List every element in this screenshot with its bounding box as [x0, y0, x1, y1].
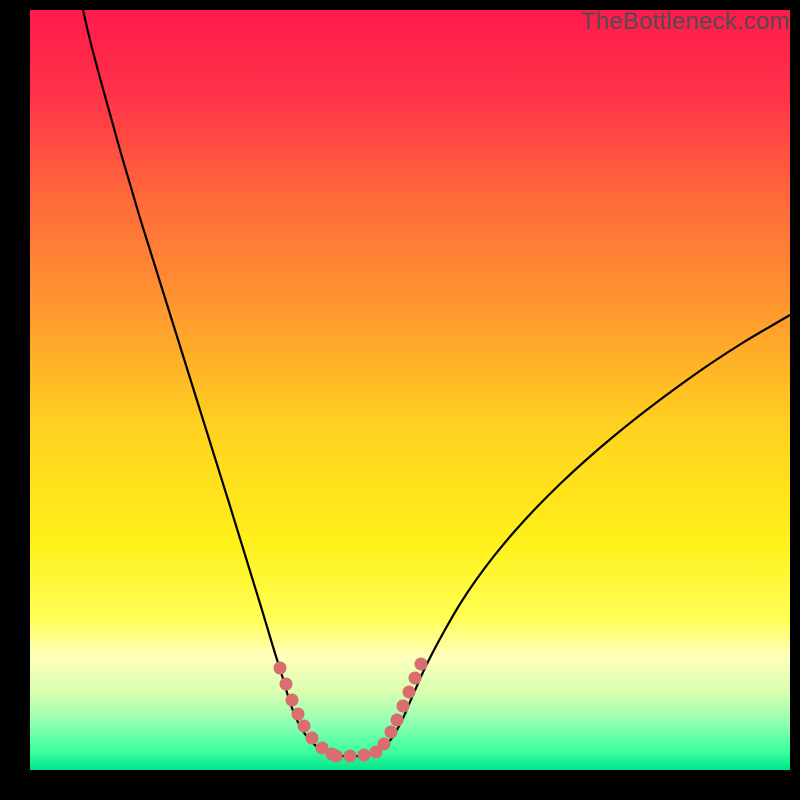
accent-dot [292, 708, 305, 721]
curve-layer [30, 10, 790, 770]
accent-dot [274, 662, 287, 675]
curve-left [83, 10, 350, 756]
plot-area [30, 10, 790, 770]
accent-dot [344, 750, 357, 763]
watermark-text: TheBottleneck.com [581, 8, 790, 36]
accent-dot [286, 694, 299, 707]
accent-dot [358, 749, 371, 762]
accent-dot [409, 672, 422, 685]
accent-dot [403, 686, 416, 699]
accent-dot [385, 726, 398, 739]
accent-dot [391, 714, 404, 727]
accent-dot [306, 732, 319, 745]
accent-dot [378, 738, 391, 751]
curve-right [350, 315, 790, 756]
accent-dot [280, 678, 293, 691]
accent-dot [330, 750, 343, 763]
accent-dot [298, 720, 311, 733]
accent-dot [415, 658, 428, 671]
chart-frame: TheBottleneck.com [0, 0, 800, 800]
accent-dot [397, 700, 410, 713]
